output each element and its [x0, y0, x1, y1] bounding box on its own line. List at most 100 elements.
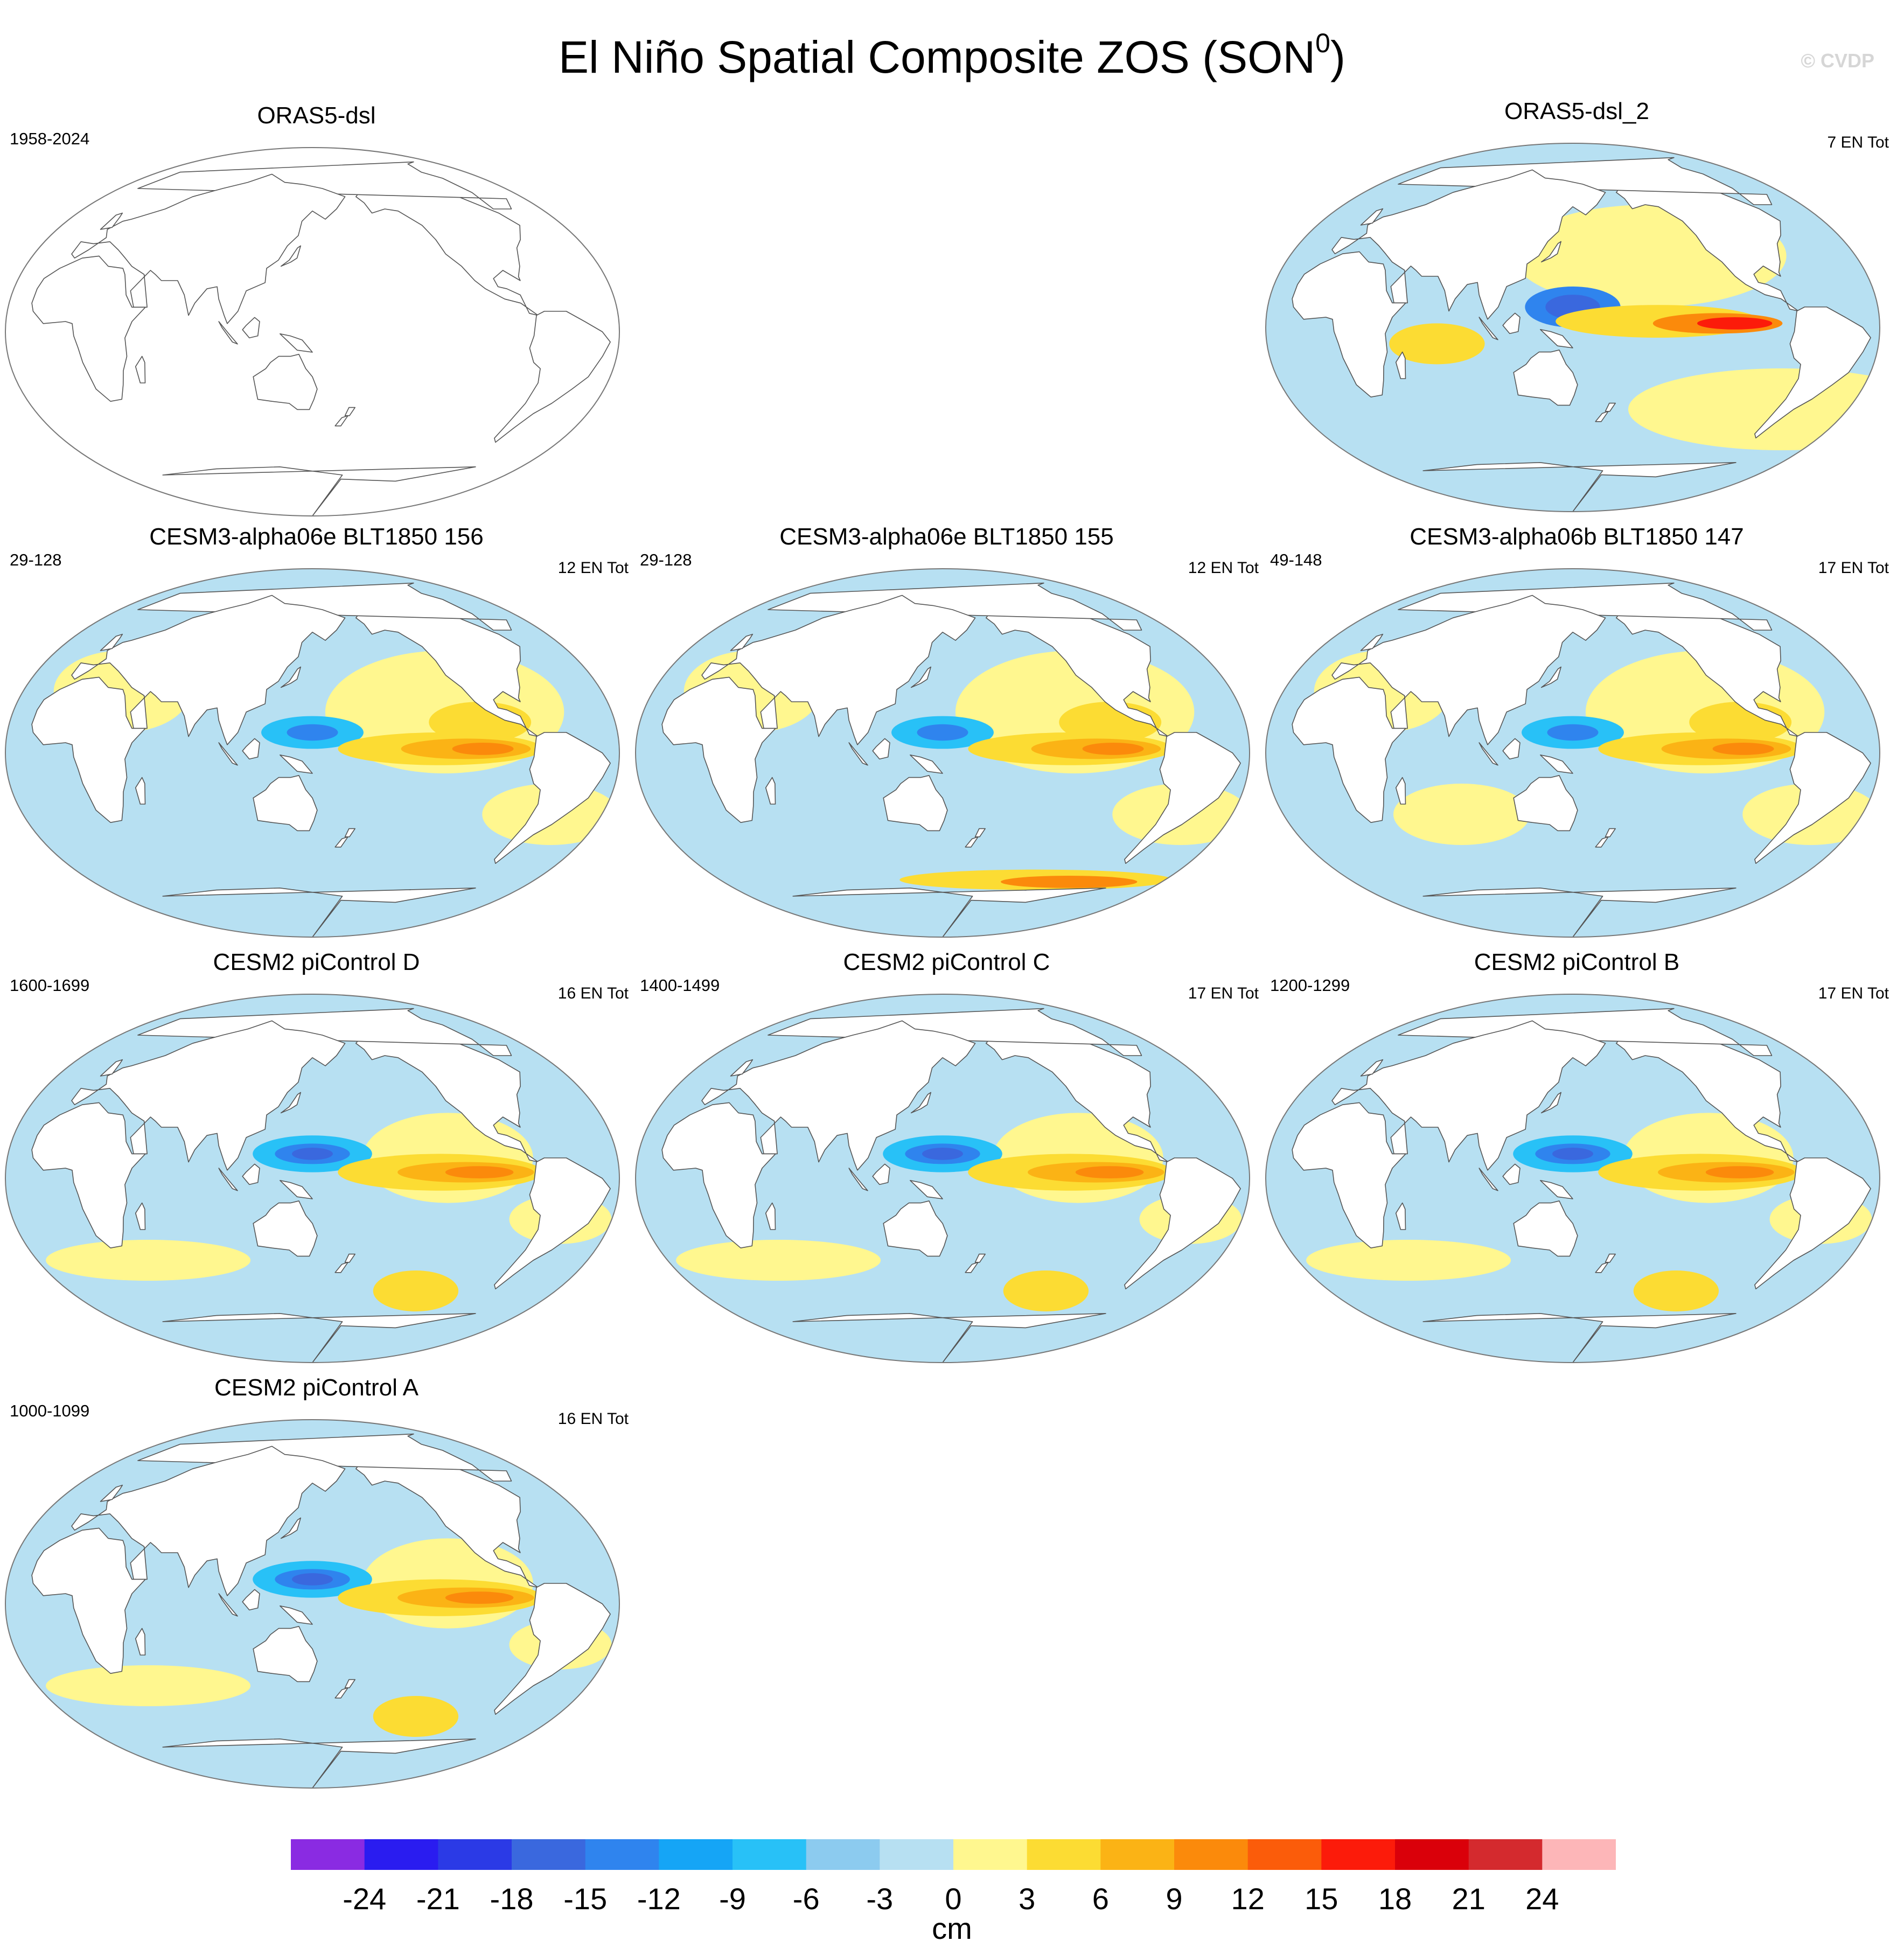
anomaly-region — [373, 1270, 459, 1311]
landmass-sumatra — [1478, 317, 1498, 340]
landmass-south-america — [1754, 1157, 1871, 1290]
landmass-borneo — [242, 1589, 260, 1611]
map-panel: ORAS5-dsl 1958-2024 — [0, 101, 633, 521]
anomaly-region — [452, 743, 514, 755]
map-panel: CESM2 piControl A 1000-1099 16 EN Tot — [0, 1373, 633, 1793]
colorbar-tick-label: -15 — [563, 1882, 607, 1915]
map-border — [5, 147, 620, 516]
landmass-new-guinea — [1539, 1179, 1573, 1199]
colorbar-tick-label: -9 — [719, 1882, 746, 1915]
landmass-eurasia — [1331, 1020, 1606, 1171]
anomaly-region — [1389, 323, 1485, 365]
panel-period: 1200-1299 — [1270, 976, 1350, 995]
map-border — [5, 1419, 620, 1789]
colorbar: -24 -21 -18 -15 -12 -9 -6 -3 0 3 6 9 12 15 18 21 24 — [291, 1839, 1616, 1915]
colorbar-swatch — [1468, 1839, 1543, 1870]
landmass-nz-south — [1595, 1261, 1609, 1273]
landmass-borneo — [242, 317, 260, 339]
panel-title: CESM2 piControl B — [1474, 949, 1680, 975]
landmass-madagascar — [765, 1202, 776, 1230]
landmass-japan — [280, 1517, 302, 1539]
landmass-borneo — [872, 738, 890, 760]
map-panel: CESM2 piControl C 1400-1499 17 EN Tot — [630, 948, 1263, 1368]
colorbar-tick-label: 0 — [945, 1882, 961, 1915]
panel-title: CESM3-alpha06e BLT1850 156 — [149, 523, 484, 550]
landmass-africa — [31, 676, 146, 823]
colorbar-swatch — [1542, 1839, 1616, 1870]
colorbar-swatch — [291, 1839, 365, 1870]
landmass-antarctica — [162, 887, 476, 937]
landmass-japan — [910, 1092, 932, 1114]
anomaly-region — [1697, 317, 1773, 330]
landmass-south-america — [494, 311, 611, 443]
landmass-australia — [1513, 1200, 1578, 1257]
colorbar-tick-label: 9 — [1166, 1882, 1182, 1915]
colorbar-tick-label: 15 — [1305, 1882, 1338, 1915]
panel-title: CESM2 piControl A — [214, 1374, 419, 1401]
landmass-eurasia — [701, 595, 976, 745]
anomaly-region — [1712, 743, 1774, 755]
map-svg — [5, 994, 620, 1363]
landmass-eurasia — [71, 595, 346, 745]
colorbar-swatch — [585, 1839, 659, 1870]
landmass-north-america — [985, 1030, 1169, 1163]
landmass-nz-south — [965, 1261, 979, 1273]
colorbar-unit: cm — [932, 1911, 972, 1945]
landmass-madagascar — [135, 1628, 146, 1656]
landmass-japan — [280, 1092, 302, 1114]
anomaly-region — [676, 1240, 881, 1281]
landmass-greenland — [1398, 582, 1773, 631]
anomaly-region — [292, 1573, 333, 1586]
landmass-uk — [100, 212, 123, 230]
landmass-north-america — [1615, 179, 1799, 312]
copyright-label: © CVDP — [1801, 50, 1874, 72]
landmass-africa — [1292, 251, 1406, 398]
colorbar-tick-label: -24 — [343, 1882, 386, 1915]
landmass-nz-south — [334, 1687, 348, 1699]
landmass-sumatra — [1478, 742, 1498, 766]
anomaly-region — [1082, 743, 1144, 755]
map-svg — [5, 568, 620, 938]
landmass-sumatra — [848, 742, 868, 766]
landmass-uk — [1360, 208, 1384, 226]
anomaly-region — [917, 724, 968, 741]
colorbar-swatch — [512, 1839, 586, 1870]
panel-event-count: 17 EN Tot — [1818, 559, 1889, 577]
landmass-north-america — [355, 1456, 539, 1588]
landmass-north-america — [985, 605, 1169, 737]
landmass-africa — [31, 1527, 146, 1674]
map-svg — [5, 1419, 620, 1789]
landmass-new-guinea — [1539, 329, 1573, 348]
colorbar-tick-label: 12 — [1231, 1882, 1265, 1915]
landmass-south-america — [494, 1157, 611, 1290]
landmass-australia — [1513, 349, 1578, 406]
landmass-borneo — [242, 738, 260, 760]
colorbar-tick-label: 18 — [1378, 1882, 1412, 1915]
landmass-antarctica — [792, 1312, 1106, 1363]
landmass-nz-south — [334, 836, 348, 848]
landmass-south-america — [1754, 732, 1871, 864]
colorbar-swatch — [1174, 1839, 1249, 1870]
landmass-japan — [910, 666, 932, 688]
anomaly-region — [1306, 1240, 1511, 1281]
panel-period: 29-128 — [640, 550, 692, 569]
anomaly-region — [46, 1665, 251, 1706]
landmass-australia — [883, 1200, 948, 1257]
panel-title: CESM3-alpha06e BLT1850 155 — [779, 523, 1114, 550]
colorbar-tick-label: 6 — [1092, 1882, 1109, 1915]
landmass-madagascar — [1395, 777, 1406, 805]
landmass-antarctica — [1422, 1312, 1736, 1363]
landmass-new-guinea — [909, 754, 943, 774]
map-panel: ORAS5-dsl_2 7 EN Tot — [1260, 97, 1893, 517]
landmass-nz-south — [965, 836, 979, 848]
map-border — [1265, 994, 1880, 1363]
panel-event-count: 16 EN Tot — [557, 985, 629, 1002]
landmass-greenland — [137, 161, 512, 210]
landmass-uk — [100, 1059, 123, 1077]
colorbar-swatch — [1395, 1839, 1469, 1870]
map-svg — [1265, 994, 1880, 1363]
landmass-sumatra — [218, 742, 238, 766]
landmass-south-america — [1124, 732, 1241, 864]
colorbar-tick-label: -6 — [793, 1882, 820, 1915]
colorbar-swatch — [1247, 1839, 1322, 1870]
